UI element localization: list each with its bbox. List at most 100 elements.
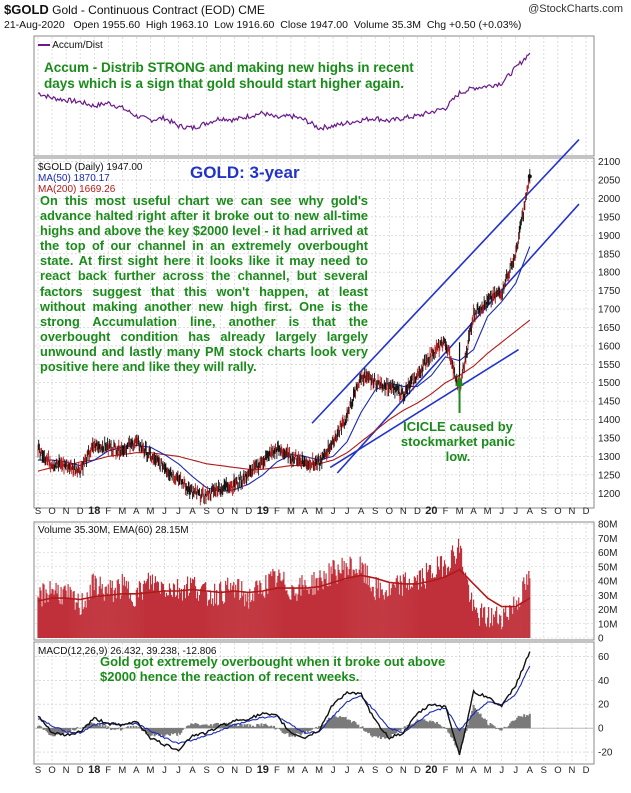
price-tick-label: 1700 [598,305,621,316]
x-tick-label: M [287,765,295,776]
macd-histogram-bar [288,728,291,737]
macd-histogram-bar [351,721,354,729]
macd-histogram-bar [438,724,441,729]
high-value: 1963.10 [170,19,209,31]
commentary-note: On this most useful chart we can see why… [40,193,368,375]
macd-histogram-bar [350,722,353,729]
macd-histogram-bar [170,728,173,734]
macd-histogram-bar [192,724,195,729]
macd-histogram-bar [513,720,516,729]
x-tick-label: J [176,765,181,776]
macd-histogram-bar [244,725,247,729]
macd-histogram-bar [306,728,309,733]
macd-histogram-bar [332,715,335,729]
price-tick-label: 1300 [598,452,621,463]
x-tick-label: J [499,506,504,517]
macd-histogram-bar [457,728,460,750]
x-tick-label: O [48,506,55,517]
macd-histogram-bar [268,726,271,729]
x-tick-label: A [189,506,196,517]
macd-histogram-bar [190,723,193,729]
macd-histogram-bar [160,728,163,735]
macd-legend: MACD(12,26,9) 26.432, 39.238, -12.806 [38,646,217,657]
macd-histogram-bar [156,728,159,734]
macd-histogram-bar [437,724,440,729]
x-tick-label: A [527,506,534,517]
macd-histogram-bar [443,726,446,729]
macd-histogram-bar [327,717,330,729]
macd-histogram-bar [466,724,469,729]
peak-marker [527,174,532,179]
channel-line [311,139,580,424]
macd-histogram-bar [486,724,489,729]
x-tick-label: D [245,765,252,776]
macd-histogram-bar [392,728,395,735]
x-tick-label: A [189,765,196,776]
macd-histogram-bar [497,728,500,730]
macd-histogram-bar [178,728,181,735]
macd-histogram-bar [362,728,365,731]
macd-histogram-bar [521,717,524,729]
macd-histogram-bar [295,728,298,734]
macd-histogram-bar [107,726,110,729]
macd-histogram-bar [485,719,488,729]
macd-histogram-bar [322,724,325,729]
macd-histogram-bar [239,723,242,729]
macd-histogram-bar [207,725,210,729]
macd-histogram-bar [155,728,158,735]
macd-histogram-bar [100,726,103,729]
macd-histogram-bar [372,728,375,736]
accum-dist-line [37,52,531,132]
macd-histogram-bar [298,728,301,735]
x-tick-label: O [386,765,393,776]
x-tick-label: M [118,765,126,776]
macd-histogram-bar [139,728,142,729]
macd-histogram-bar [299,728,302,736]
macd-histogram-bar [308,728,311,731]
macd-histogram-bar [375,728,378,737]
macd-histogram-bar [371,728,374,738]
macd-histogram-bar [197,724,200,729]
macd-histogram-bar [63,728,66,733]
macd-histogram-bar [81,727,84,729]
macd-histogram-bar [402,728,405,729]
x-tick-label: M [484,765,492,776]
macd-histogram-bar [171,728,174,735]
macd-panel-frame [33,641,595,765]
macd-histogram-bar [72,728,75,731]
macd-histogram-bar [45,728,48,732]
symbol: $GOLD [4,2,49,17]
x-tick-label: F [105,506,111,517]
x-tick-label: M [146,506,154,517]
x-tick-label: D [245,506,252,517]
x-tick-label: J [499,765,504,776]
x-tick-label: J [513,506,518,517]
x-tick-label: D [414,506,421,517]
price-tick-label: 1450 [598,397,621,408]
accum-note: Accum - Distrib STRONG and making new hi… [44,60,414,91]
x-tick-label: J [331,765,336,776]
icicle-arrow-head [455,376,464,386]
macd-histogram-bar [142,728,145,731]
macd-histogram-bar [413,722,416,729]
macd-histogram-bar [520,716,523,729]
macd-histogram-bar [211,726,214,729]
macd-histogram-bar [409,724,412,729]
price-tick-label: 1400 [598,415,621,426]
macd-histogram-bar [479,713,482,729]
x-tick-label: A [358,506,365,517]
macd-histogram-bar [221,724,224,729]
macd-histogram-bar [195,723,198,729]
macd-histogram-bar [528,713,531,729]
macd-histogram-bar [525,715,528,729]
macd-histogram-bar [472,704,475,729]
macd-histogram-bar [353,720,356,729]
macd-histogram-bar [503,726,506,729]
macd-histogram-bar [119,728,122,731]
price-tick-label: 1650 [598,323,621,334]
macd-histogram-bar [330,718,333,729]
macd-histogram-bar [412,723,415,729]
price-tick-label: 2050 [598,176,621,187]
x-tick-label: N [63,506,70,517]
x-tick-label: A [358,765,365,776]
